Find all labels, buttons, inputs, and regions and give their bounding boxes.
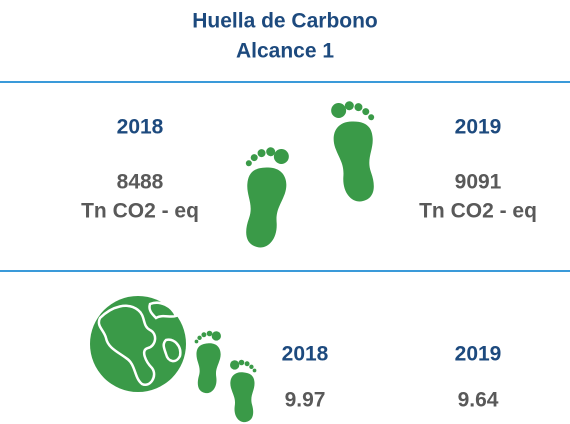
small-footprints	[194, 330, 257, 423]
year: 2019	[455, 343, 502, 366]
value: 9.64	[458, 389, 499, 412]
year: 2018	[117, 116, 164, 139]
year: 2019	[455, 116, 502, 139]
unit: Tn CO2 - eq	[419, 200, 537, 223]
footprints	[240, 99, 380, 250]
year: 2018	[282, 343, 329, 366]
value: 9.97	[285, 389, 326, 412]
value: 8488	[117, 171, 164, 194]
unit: Tn CO2 - eq	[81, 200, 199, 223]
subtitle: Alcance 1	[236, 40, 334, 63]
value: 9091	[455, 171, 502, 194]
title: Huella de Carbono	[192, 10, 378, 33]
globe	[90, 296, 186, 392]
